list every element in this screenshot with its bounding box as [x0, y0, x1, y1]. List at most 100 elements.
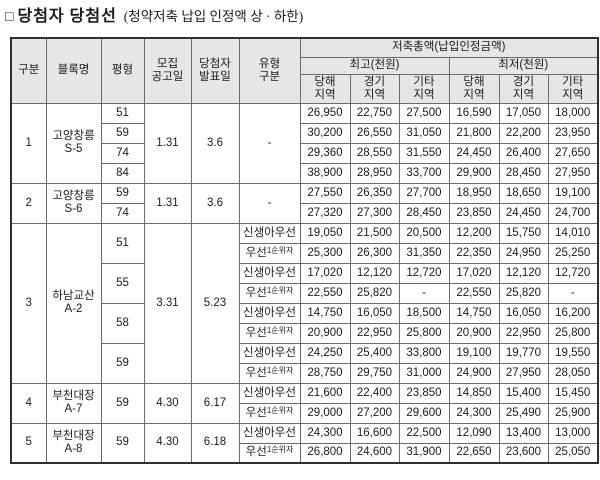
type-cell: 우선1순위자 [238, 442, 301, 464]
type-cell: 우선1순위자 [238, 322, 301, 344]
table-row: 4 부천대장 A-7 59 4.30 6.17 신생아우선 21,600 22,… [10, 382, 599, 424]
type-sup: 1순위자 [266, 445, 294, 455]
value-cell: 25,400 [349, 342, 400, 364]
size-cell: 59 [100, 342, 145, 384]
type-label: 신생아우선 [243, 306, 296, 319]
value-cell: 14,010 [547, 222, 599, 244]
type-cell: 신생아우선 [238, 302, 301, 324]
value-cell: 15,750 [498, 222, 549, 244]
table-row: 우선1순위자 26,800 24,600 31,900 22,650 23,60… [11, 442, 599, 464]
value-cell: 28,450 [498, 162, 549, 184]
value-cell: 29,000 [299, 402, 351, 424]
type-sup: 1순위자 [266, 245, 294, 255]
type-label: 신생아우선 [243, 226, 296, 239]
type-cell: - [238, 102, 301, 184]
title-sub: (청약저축 납입 인정액 상 · 하한) [123, 9, 304, 24]
size-cell: 51 [100, 102, 145, 124]
table-row: 우선1순위자 20,900 22,950 25,800 20,900 22,95… [11, 322, 599, 344]
col-header-min-other: 기타 지역 [547, 73, 599, 104]
announce-date: 4.30 [143, 422, 192, 464]
value-cell: 25,490 [498, 402, 549, 424]
value-cell: 22,550 [448, 282, 500, 304]
value-cell: 17,050 [498, 102, 549, 124]
page: □ 당첨자 당첨선 (청약저축 납입 인정액 상 · 하한) 구분 블록명 평형 … [5, 6, 600, 464]
type-label: 우선 [245, 246, 267, 259]
value-cell: 24,950 [498, 242, 549, 264]
col-header-block: 블록명 [45, 37, 102, 104]
winner-date: 3.6 [190, 102, 240, 184]
size-cell: 59 [100, 182, 145, 204]
table-row: 84 38,900 28,950 33,700 29,900 28,450 27… [11, 162, 599, 184]
size-cell: 74 [100, 142, 145, 164]
value-cell: 22,950 [349, 322, 400, 344]
table-row: 58 신생아우선 14,750 16,050 18,500 14,750 16,… [11, 302, 599, 344]
col-header-type: 유형 구분 [238, 37, 301, 104]
announce-date: 4.30 [143, 382, 192, 424]
table-row: 5 부천대장 A-8 59 4.30 6.18 신생아우선 24,300 16,… [10, 422, 599, 464]
value-cell: 16,050 [498, 302, 549, 324]
type-label: 우선 [245, 406, 267, 419]
table-row: 1 고양창릉 S-5 51 1.31 3.6 - 26,950 22,750 2… [10, 102, 599, 184]
value-cell: 21,800 [448, 122, 500, 144]
value-cell: 28,050 [547, 362, 599, 384]
value-cell: - [398, 282, 450, 304]
value-cell: 22,500 [398, 422, 450, 444]
size-cell: 55 [100, 262, 145, 304]
size-cell: 59 [100, 122, 145, 144]
type-label: 신생아우선 [243, 426, 296, 439]
type-label: 신생아우선 [243, 266, 296, 279]
value-cell: 18,950 [448, 182, 500, 204]
value-cell: 13,000 [547, 422, 599, 444]
value-cell: 16,600 [349, 422, 400, 444]
group-no: 3 [10, 222, 47, 384]
type-cell: 우선1순위자 [238, 362, 301, 384]
value-cell: 22,200 [498, 122, 549, 144]
value-cell: 20,900 [299, 322, 351, 344]
value-cell: 22,350 [448, 242, 500, 264]
size-cell: 51 [100, 222, 145, 264]
value-cell: 19,100 [448, 342, 500, 364]
col-header-min-local: 당해 지역 [448, 73, 500, 104]
value-cell: 12,200 [448, 222, 500, 244]
value-cell: 22,950 [498, 322, 549, 344]
col-header-gubun: 구분 [10, 37, 47, 104]
value-cell: 30,200 [299, 122, 351, 144]
value-cell: 24,450 [448, 142, 500, 164]
value-cell: 14,750 [448, 302, 500, 324]
value-cell: 18,500 [398, 302, 450, 324]
value-cell: 20,500 [398, 222, 450, 244]
value-cell: 21,600 [299, 382, 351, 404]
value-cell: 14,850 [448, 382, 500, 404]
value-cell: 12,120 [349, 262, 400, 284]
value-cell: 26,550 [349, 122, 400, 144]
announce-date: 1.31 [143, 102, 192, 184]
block-name: 부천대장 A-7 [45, 382, 102, 424]
value-cell: 19,050 [299, 222, 351, 244]
value-cell: 24,450 [498, 202, 549, 224]
value-cell: 26,400 [498, 142, 549, 164]
value-cell: 28,950 [349, 162, 400, 184]
value-cell: 12,720 [547, 262, 599, 284]
value-cell: 29,900 [448, 162, 500, 184]
value-cell: 31,350 [398, 242, 450, 264]
type-label: 우선 [245, 286, 267, 299]
col-header-savings-total: 저축총액(납입인정금액) [299, 37, 599, 58]
type-cell: 신생아우선 [238, 222, 301, 244]
value-cell: 31,550 [398, 142, 450, 164]
value-cell: - [547, 282, 599, 304]
value-cell: 24,600 [349, 442, 400, 464]
type-label: 우선 [245, 446, 267, 459]
value-cell: 23,600 [498, 442, 549, 464]
value-cell: 26,800 [299, 442, 351, 464]
type-label: 신생아우선 [243, 346, 296, 359]
value-cell: 18,650 [498, 182, 549, 204]
size-cell: 84 [100, 162, 145, 184]
value-cell: 14,750 [299, 302, 351, 324]
type-sup: 1순위자 [266, 365, 294, 375]
value-cell: 38,900 [299, 162, 351, 184]
value-cell: 24,300 [448, 402, 500, 424]
value-cell: 24,300 [299, 422, 351, 444]
type-cell: 우선1순위자 [238, 402, 301, 424]
page-title: □ 당첨자 당첨선 (청약저축 납입 인정액 상 · 하한) [5, 6, 600, 29]
value-cell: 33,700 [398, 162, 450, 184]
